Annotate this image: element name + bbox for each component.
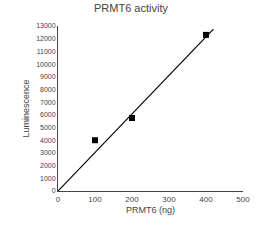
svg-text:6000: 6000 xyxy=(40,111,56,118)
svg-text:8000: 8000 xyxy=(40,86,56,93)
svg-text:1000: 1000 xyxy=(40,175,56,182)
svg-text:400: 400 xyxy=(199,195,213,204)
svg-text:12000: 12000 xyxy=(36,35,56,42)
svg-text:Luminescence: Luminescence xyxy=(21,79,31,137)
svg-text:300: 300 xyxy=(162,195,176,204)
svg-text:0: 0 xyxy=(56,195,61,204)
svg-text:500: 500 xyxy=(236,195,250,204)
svg-text:PRMT6 (ng): PRMT6 (ng) xyxy=(126,205,175,215)
svg-text:13000: 13000 xyxy=(36,22,56,29)
svg-text:3000: 3000 xyxy=(40,149,56,156)
svg-text:2000: 2000 xyxy=(40,162,56,169)
svg-text:11000: 11000 xyxy=(37,48,56,55)
svg-text:10000: 10000 xyxy=(36,61,56,68)
svg-text:7000: 7000 xyxy=(40,99,56,106)
svg-text:0: 0 xyxy=(52,187,56,194)
svg-text:4000: 4000 xyxy=(40,137,56,144)
svg-text:200: 200 xyxy=(125,195,139,204)
svg-text:9000: 9000 xyxy=(40,73,56,80)
svg-text:5000: 5000 xyxy=(40,124,56,131)
svg-text:100: 100 xyxy=(88,195,102,204)
svg-text:PRMT6 activity: PRMT6 activity xyxy=(94,2,168,14)
